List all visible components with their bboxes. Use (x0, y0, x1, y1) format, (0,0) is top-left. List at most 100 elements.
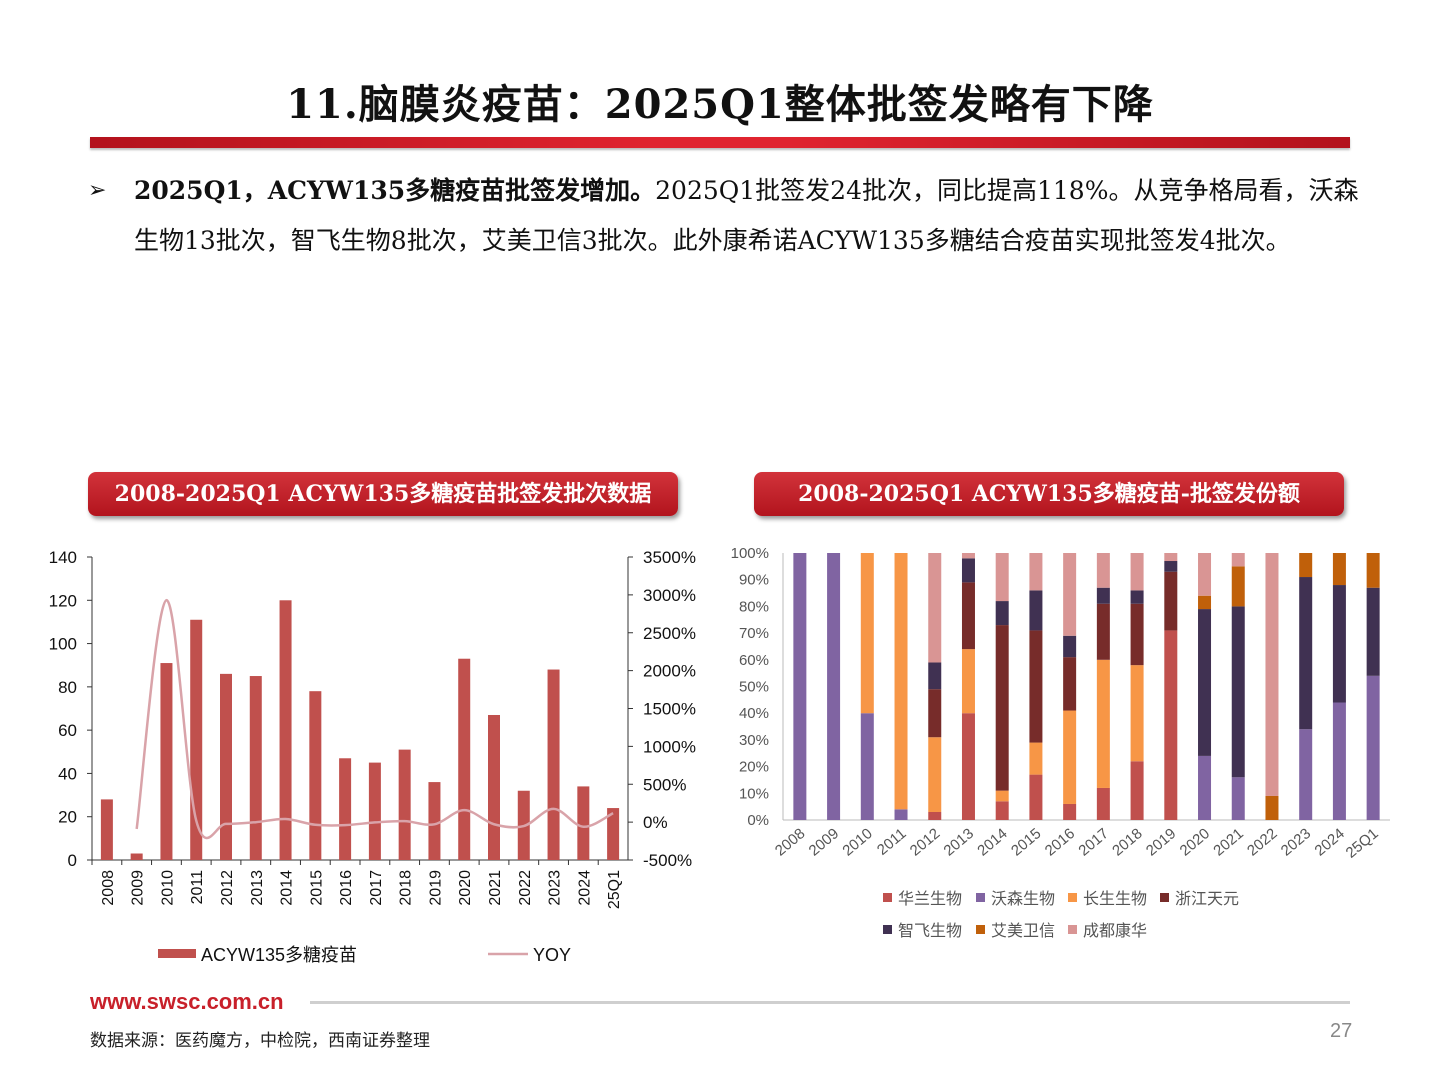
right-chart-title: 2008-2025Q1 ACYW135多糖疫苗-批签发份额 (754, 472, 1344, 516)
stack-segment (961, 558, 975, 583)
left-tick-label: 60 (58, 721, 77, 740)
y-tick-label: 80% (739, 598, 769, 615)
y-tick-label: 70% (739, 625, 769, 642)
slide-title: 11.脑膜炎疫苗：2025Q1整体批签发略有下降 (286, 81, 1154, 128)
stack-segment (1130, 603, 1144, 666)
bar (577, 786, 590, 860)
stack-segment (1029, 774, 1043, 820)
left-tick-label: 80 (58, 678, 77, 697)
y-tick-label: 20% (739, 759, 769, 776)
stack-segment (928, 689, 942, 738)
stack-segment (1164, 630, 1178, 820)
title-underline (90, 137, 1350, 148)
x-tick-label: 2011 (189, 870, 206, 905)
stack-segment (1096, 603, 1110, 660)
legend-swatch (1068, 893, 1077, 902)
legend-label: 华兰生物 (898, 889, 962, 908)
x-tick-label: 2014 (974, 825, 1010, 859)
stack-segment (1096, 659, 1110, 788)
legend-swatch (976, 925, 985, 934)
y-tick-label: 10% (739, 785, 769, 802)
stack-segment (1332, 585, 1346, 703)
legend-bar-label: ACYW135多糖疫苗 (201, 945, 357, 965)
market-share-chart: 0% 10% 20% 30% 40% 50% 60% 70% 80% 90% 100% 2008200… (731, 545, 1390, 940)
x-tick-label: 2016 (338, 870, 355, 906)
x-tick-label: 2008 (100, 870, 117, 906)
x-tick-label: 2015 (1008, 825, 1044, 859)
x-tick-label: 2008 (772, 825, 808, 859)
bar (160, 663, 173, 860)
stack-segment (1265, 795, 1279, 820)
data-source: 数据来源：医药魔方，中检院，西南证券整理 (90, 1031, 430, 1051)
bar (547, 669, 560, 860)
stack-segment (1130, 665, 1144, 762)
bar (279, 600, 292, 860)
bullet-body-text: 2025Q1批签发24批次，同比提高118%。从竞争格局看，沃森生物13批次，智… (134, 176, 1359, 255)
stack-segment (961, 649, 975, 714)
y-tick-label: 50% (739, 679, 769, 696)
x-tick-label: 2010 (839, 825, 875, 859)
x-tick-label: 2010 (159, 870, 176, 906)
legend-swatch (883, 925, 892, 934)
footer-url: www.swsc.com.cn (90, 989, 284, 1014)
legend-swatch (883, 893, 892, 902)
x-tick-label: 2009 (806, 825, 842, 859)
x-tick-label: 2009 (130, 870, 147, 906)
left-tick-label: 0 (68, 851, 77, 870)
stack-segment (961, 713, 975, 820)
stack-segment (860, 713, 874, 820)
stack-segment (1029, 590, 1043, 631)
x-tick-label: 2021 (1210, 825, 1246, 859)
stack-segment (928, 662, 942, 690)
stack-segment (1198, 755, 1212, 820)
stack-segment (1299, 729, 1313, 820)
x-tick-label: 2012 (219, 870, 236, 906)
y-tick-label: 40% (739, 705, 769, 722)
bar (100, 799, 113, 860)
x-tick-label: 2013 (249, 870, 266, 906)
x-tick-label: 2017 (368, 870, 385, 906)
right-tick-label: 500% (643, 775, 686, 794)
bar (309, 691, 322, 860)
stack-segment (1029, 630, 1043, 743)
stack-segment (1231, 777, 1245, 820)
stack-segment (1366, 553, 1380, 588)
left-tick-label: 40 (58, 764, 77, 783)
stack-segment (1231, 606, 1245, 778)
bar (488, 714, 500, 860)
summary-bullet: ➢ 2025Q1，ACYW135多糖疫苗批签发增加。2025Q1批签发24批次，… (88, 166, 1363, 266)
stack-segment (1231, 553, 1245, 567)
right-tick-label: 2500% (643, 624, 696, 643)
right-tick-label: 1000% (643, 737, 696, 756)
legend-swatch (1160, 893, 1169, 902)
page-number: 27 (1330, 1020, 1353, 1042)
bar (339, 758, 352, 860)
legend-swatch (976, 893, 985, 902)
stack-segment (1130, 553, 1144, 591)
right-tick-label: 1500% (643, 700, 696, 719)
x-tick-label: 2012 (907, 825, 943, 859)
legend-line-label: YOY (533, 945, 571, 965)
y-tick-label: 60% (739, 652, 769, 669)
legend-label: 艾美卫信 (991, 921, 1055, 940)
stack-segment (1265, 553, 1279, 796)
stack-segment (1063, 803, 1077, 820)
x-tick-label: 2016 (1042, 825, 1078, 859)
bar (428, 782, 441, 860)
legend-label: 成都康华 (1083, 921, 1147, 940)
y-tick-label: 90% (739, 572, 769, 589)
bar (458, 658, 471, 860)
y-tick-label: 100% (731, 545, 769, 562)
footer-divider (310, 1001, 1350, 1004)
stack-segment (1063, 710, 1077, 804)
right-tick-label: 3000% (643, 586, 696, 605)
stack-segment (928, 553, 942, 663)
x-tick-label: 2019 (1143, 825, 1179, 859)
stack-segment (1366, 587, 1380, 676)
stack-segment (1299, 577, 1313, 730)
left-tick-label: 100 (49, 635, 77, 654)
stack-segment (1029, 553, 1043, 591)
x-tick-label: 25Q1 (606, 870, 623, 909)
x-tick-label: 2018 (1109, 825, 1145, 859)
stack-segment (995, 553, 1009, 602)
